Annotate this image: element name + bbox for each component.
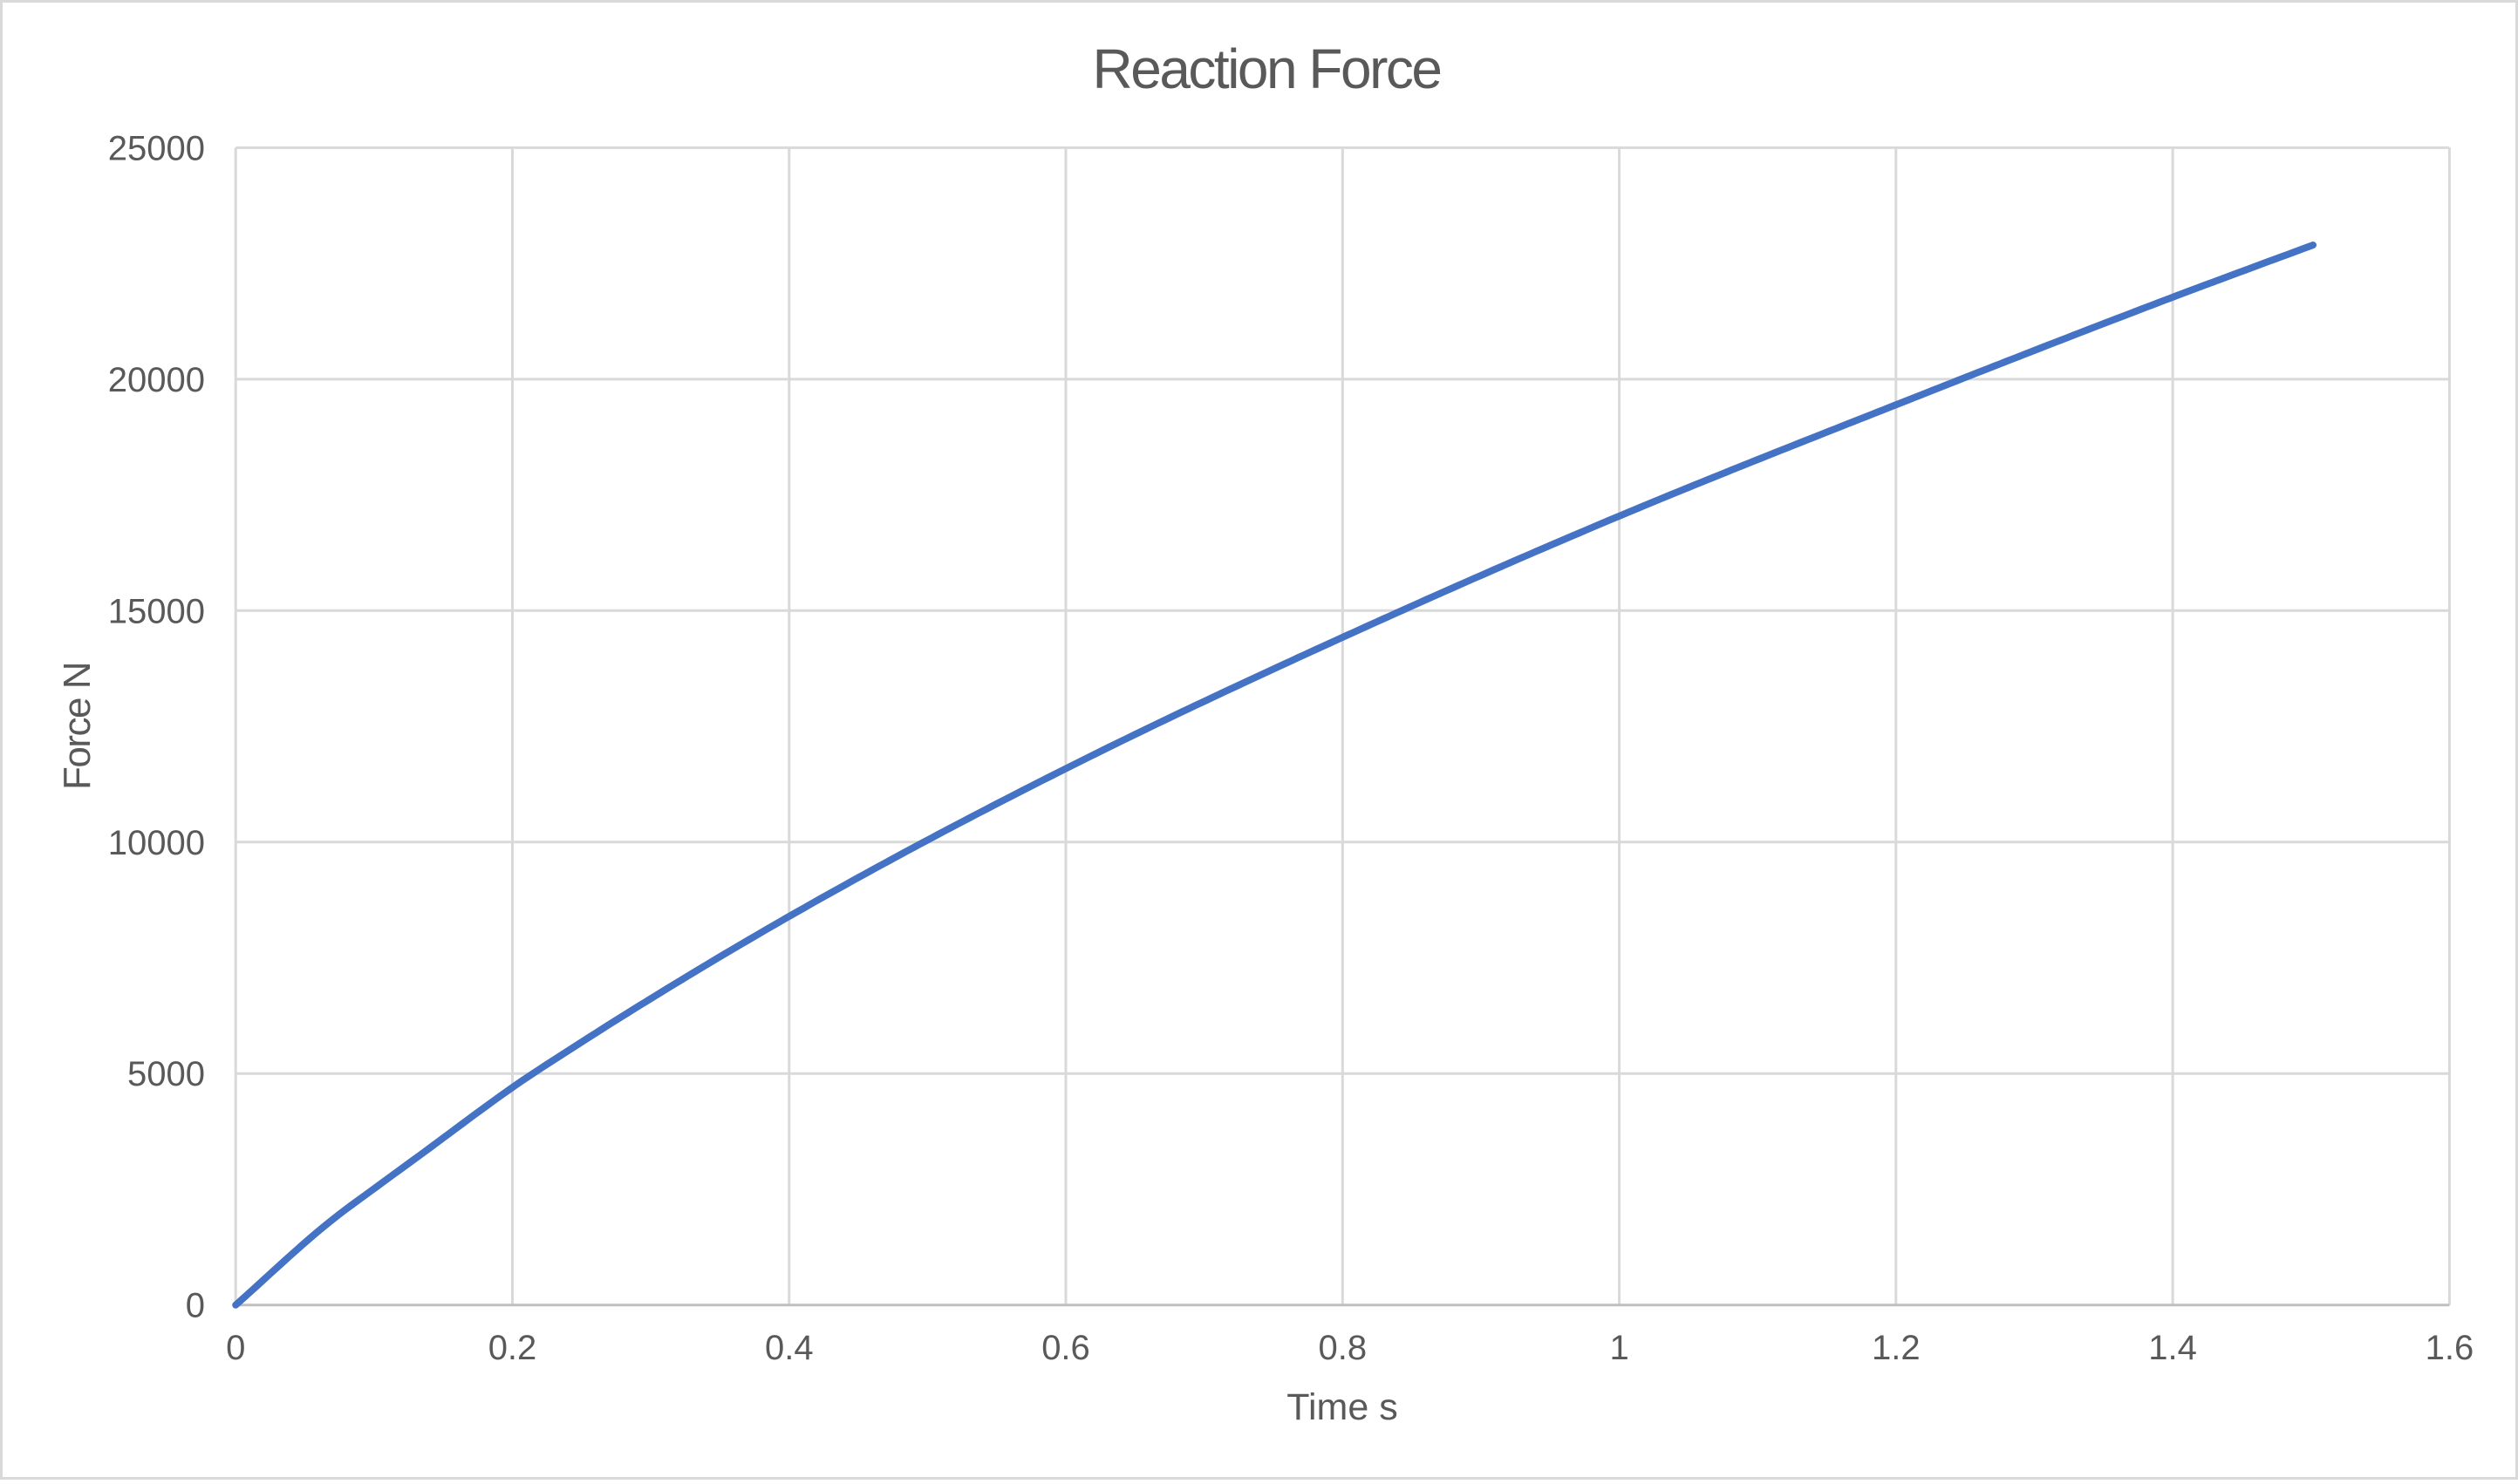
svg-text:1: 1 bbox=[1609, 1329, 1628, 1367]
svg-text:1.2: 1.2 bbox=[1872, 1329, 1921, 1367]
svg-text:0.4: 0.4 bbox=[765, 1329, 814, 1367]
svg-text:10000: 10000 bbox=[108, 824, 205, 862]
svg-text:Reaction Force: Reaction Force bbox=[1093, 37, 1441, 100]
svg-text:0.2: 0.2 bbox=[488, 1329, 537, 1367]
svg-text:15000: 15000 bbox=[108, 592, 205, 630]
svg-text:0.8: 0.8 bbox=[1318, 1329, 1367, 1367]
svg-text:25000: 25000 bbox=[108, 129, 205, 167]
svg-text:5000: 5000 bbox=[127, 1055, 205, 1093]
svg-text:0: 0 bbox=[226, 1329, 245, 1367]
svg-text:0: 0 bbox=[186, 1287, 205, 1325]
svg-text:Time s: Time s bbox=[1286, 1386, 1397, 1428]
svg-text:20000: 20000 bbox=[108, 361, 205, 399]
svg-text:0.6: 0.6 bbox=[1041, 1329, 1090, 1367]
svg-text:Force N: Force N bbox=[56, 663, 99, 790]
svg-text:1.6: 1.6 bbox=[2426, 1329, 2474, 1367]
svg-text:1.4: 1.4 bbox=[2148, 1329, 2197, 1367]
